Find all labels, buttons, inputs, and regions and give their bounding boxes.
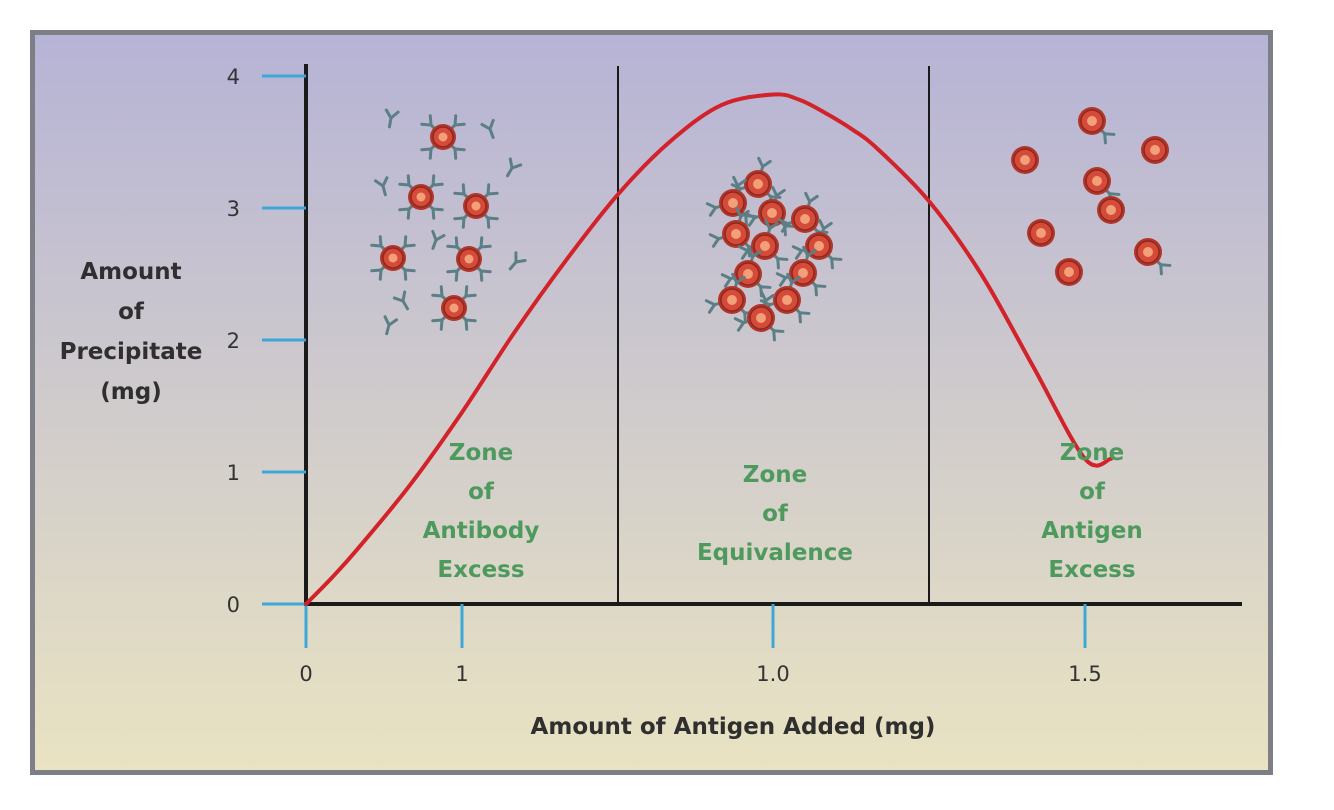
antigen-complex-icon: [720, 246, 772, 298]
zone-label-1-line-3: Antibody: [423, 518, 540, 544]
x-tick-label-2: 1.0: [756, 662, 789, 686]
antibody-icon: [383, 315, 399, 336]
immune-complex-illustrations: [370, 107, 1172, 342]
x-tick-label-0: 0: [299, 662, 312, 686]
zone-dividers: [617, 66, 930, 604]
antigen-complex-icon: [1097, 196, 1125, 224]
zone-label-1-line-1: Zone: [449, 440, 513, 466]
antibody-icon: [384, 108, 400, 129]
y-tick-label-2: 2: [227, 329, 240, 353]
antigen-complex-icon: [431, 285, 477, 331]
antigen-complex-icon: [708, 206, 760, 258]
y-tick-label-4: 4: [227, 65, 240, 89]
precipitate-curve: [304, 92, 1113, 606]
zone-label-1-line-2: of: [468, 479, 495, 505]
ticks: 0 1 2 3 4 0 1 1.0 1.5: [227, 65, 1102, 686]
curve-layer: [304, 92, 1113, 606]
zone-label-1-line-4: Excess: [437, 557, 524, 583]
zone-label-2-line-3: Equivalence: [697, 540, 853, 566]
antigen-complex-icon: [1083, 167, 1121, 205]
y-axis-title-line-2: of: [118, 299, 145, 325]
y-axis-title-line-4: (mg): [100, 379, 161, 405]
antigen-complex-icon: [1078, 107, 1116, 145]
x-tick-label-1: 1: [455, 662, 468, 686]
antibody-icon: [431, 229, 446, 250]
chart-frame: [30, 30, 1273, 775]
zone-label-3-line-3: Antigen: [1041, 518, 1143, 544]
antigen-complex-icon: [398, 174, 444, 220]
antigen-complex-icon: [777, 191, 829, 243]
antibody-icon: [373, 176, 389, 197]
antigen-complex-icon: [370, 235, 416, 281]
y-axis-title-line-3: Precipitate: [60, 339, 203, 365]
zone-label-3-line-4: Excess: [1048, 557, 1135, 583]
antigen-complex-icon: [1141, 136, 1169, 164]
zone-label-3-line-2: of: [1079, 479, 1106, 505]
antigen-complex-icon: [1027, 219, 1055, 247]
antibody-icon: [480, 118, 495, 139]
antigen-complex-icon: [1055, 258, 1083, 286]
antigen-complex-icon: [705, 175, 757, 227]
y-axis-title-line-1: Amount: [80, 259, 181, 285]
plot-background: [35, 35, 1268, 770]
zone-label-2-line-2: of: [762, 501, 789, 527]
antigen-complex-icon: [453, 183, 499, 229]
y-tick-label-1: 1: [227, 461, 240, 485]
antigen-complex-icon: [1011, 146, 1039, 174]
antibody-icon: [392, 290, 409, 311]
antibody-icon: [506, 157, 523, 178]
axis-labels: Amount of Antigen Added (mg) Amount of Prec…: [60, 259, 936, 740]
x-axis-title: Amount of Antigen Added (mg): [531, 714, 936, 740]
y-tick-label-3: 3: [227, 197, 240, 221]
antigen-complex-icon: [1134, 238, 1172, 276]
zone-label-2-line-1: Zone: [743, 462, 807, 488]
zone-label-3-line-1: Zone: [1060, 440, 1124, 466]
x-tick-label-3: 1.5: [1068, 662, 1101, 686]
antigen-complex-icon: [733, 290, 785, 342]
antigen-complex-icon: [420, 114, 466, 160]
zone-labels: Zone of Antibody Excess Zone of Equivalence Zon…: [423, 440, 1143, 583]
y-tick-label-0: 0: [227, 593, 240, 617]
antigen-complex-icon: [704, 272, 756, 324]
antibody-icon: [508, 251, 527, 271]
antigen-complex-icon: [446, 236, 492, 282]
